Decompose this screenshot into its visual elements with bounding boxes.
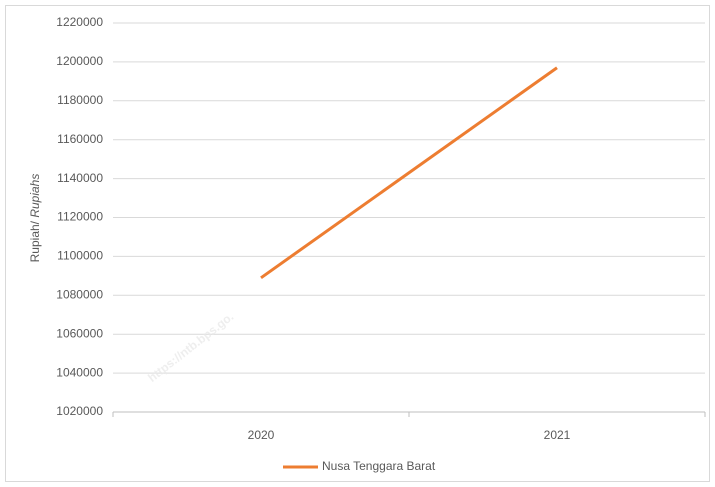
y-axis-label-part: Rupiahs	[28, 174, 42, 218]
y-tick-label: 1200000	[56, 54, 103, 68]
y-axis-label-part: Rupiah/	[28, 218, 42, 263]
y-tick-label: 1100000	[57, 249, 103, 263]
y-tick-label: 1160000	[57, 132, 103, 146]
series-line	[260, 66, 558, 280]
y-tick-label: 1020000	[56, 404, 103, 418]
y-tick-label: 1120000	[57, 210, 103, 224]
y-axis-label: Rupiah/ Rupiahs	[28, 174, 42, 263]
x-tick-label: 2021	[544, 428, 571, 442]
chart-border	[5, 5, 710, 482]
y-tick-label: 1060000	[56, 326, 103, 340]
x-tick-label: 2020	[248, 428, 275, 442]
y-tick-label: 1180000	[57, 93, 103, 107]
y-tick-label: 1220000	[56, 15, 103, 29]
y-tick-label: 1080000	[56, 287, 103, 301]
y-tick-label: 1040000	[56, 365, 103, 379]
y-tick-label: 1140000	[57, 171, 103, 185]
legend-label: Nusa Tenggara Barat	[322, 459, 436, 473]
